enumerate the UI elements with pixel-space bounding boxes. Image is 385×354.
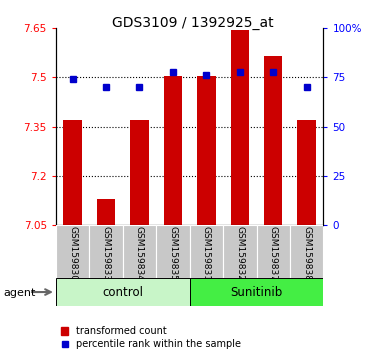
Text: GSM159832: GSM159832 [235,227,244,281]
Bar [197,76,216,225]
Bar [223,225,256,278]
Text: agent: agent [4,288,36,298]
Text: GDS3109 / 1392925_at: GDS3109 / 1392925_at [112,16,273,30]
Bar [290,225,323,278]
Text: GSM159835: GSM159835 [168,227,177,281]
Bar [130,120,149,225]
Bar [189,278,323,306]
Text: GSM159837: GSM159837 [269,227,278,281]
Bar [256,225,290,278]
Text: GSM159838: GSM159838 [302,227,311,281]
Bar [231,30,249,225]
Bar [64,120,82,225]
Legend: transformed count, percentile rank within the sample: transformed count, percentile rank withi… [61,326,241,349]
Bar [264,56,283,225]
Bar [156,225,189,278]
Bar [56,278,189,306]
Text: GSM159830: GSM159830 [68,227,77,281]
Text: control: control [102,286,143,298]
Text: Sunitinib: Sunitinib [230,286,283,298]
Bar [298,120,316,225]
Bar [123,225,156,278]
Bar [97,199,115,225]
Text: GSM159833: GSM159833 [102,227,110,281]
Bar [56,225,89,278]
Bar [189,225,223,278]
Text: GSM159834: GSM159834 [135,227,144,281]
Bar [89,225,123,278]
Text: GSM159831: GSM159831 [202,227,211,281]
Bar [164,76,182,225]
